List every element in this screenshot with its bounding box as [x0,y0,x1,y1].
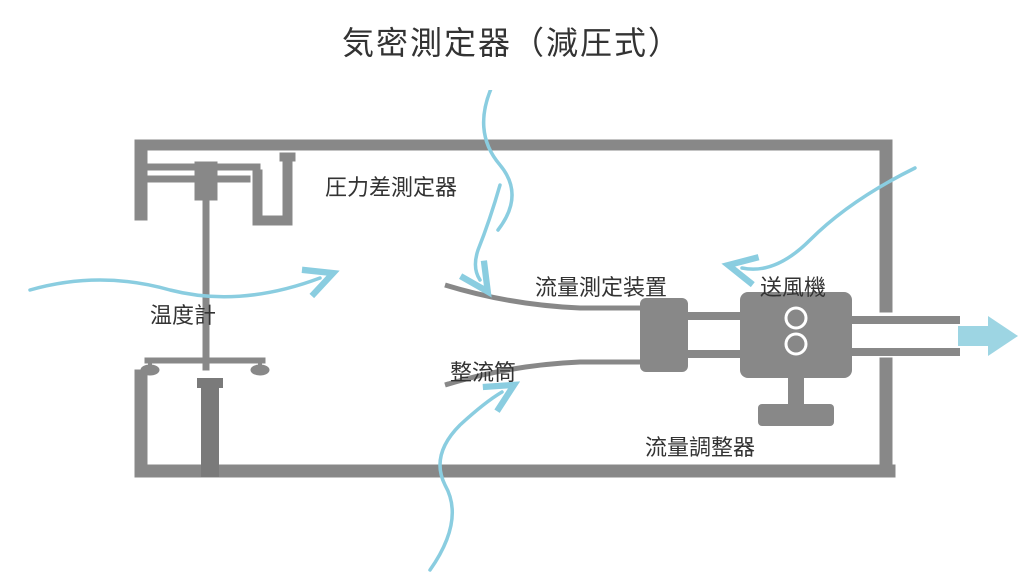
label-regulator: 流量調整器 [645,430,755,462]
output-arrow [958,316,1018,356]
label-flowmeter: 流量測定装置 [535,270,667,302]
label-pressure: 圧力差測定器 [325,170,457,202]
label-blower: 送風機 [760,270,826,302]
page-title: 気密測定器（減圧式） [0,0,1024,64]
label-thermometer: 温度計 [150,298,216,330]
diagram-svg [0,90,1024,580]
pressure-gauge [140,153,295,225]
label-rectifier: 整流筒 [450,355,516,387]
schematic-diagram: 圧力差測定器 温度計 流量測定装置 送風機 整流筒 流量調整器 [0,90,1024,580]
left-bottom-post [201,382,219,477]
